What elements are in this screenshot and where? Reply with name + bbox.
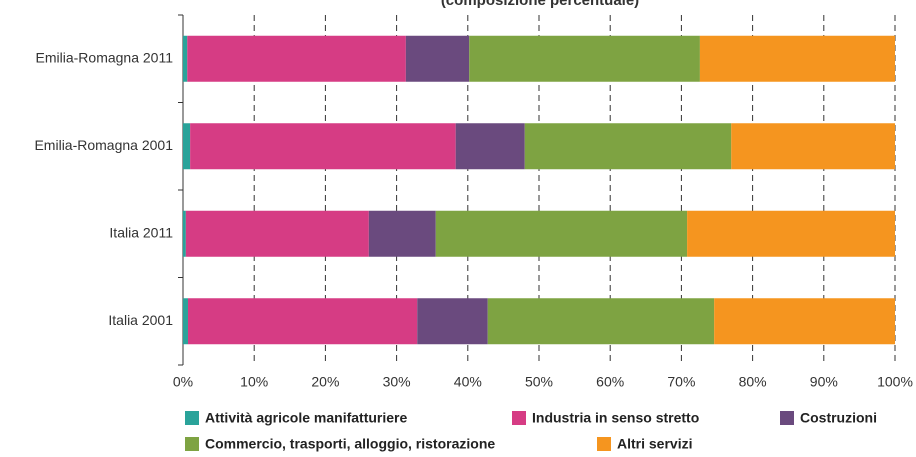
y-tick-label: Italia 2001 [108,312,173,328]
legend-swatch [597,437,611,451]
bar-segment [183,298,188,345]
x-tick-label: 0% [173,374,193,390]
bar-segment [469,35,700,82]
x-tick-label: 80% [739,374,767,390]
legend-swatch [780,411,794,425]
y-tick-label: Italia 2011 [109,224,173,240]
bar-segment [368,210,436,257]
x-tick-label: 90% [810,374,838,390]
bar-segment [183,123,191,170]
x-tick-label: 20% [311,374,339,390]
legend-swatch [185,411,199,425]
bar-segment [524,123,732,170]
x-tick-label: 40% [454,374,482,390]
legend-label: Industria in senso stretto [532,410,699,426]
bar-segment [183,210,186,257]
x-tick-label: 50% [525,374,553,390]
bar-segment [487,298,715,345]
bar-segment [731,123,895,170]
legend-swatch [185,437,199,451]
bar-segment [190,123,456,170]
legend-label: Commercio, trasporti, alloggio, ristoraz… [205,436,495,452]
bar-segment [699,35,895,82]
bar-segment [183,35,188,82]
y-tick-label: Emilia-Romagna 2001 [34,137,173,153]
legend-label: Costruzioni [800,410,877,426]
y-tick-label: Emilia-Romagna 2011 [36,49,174,65]
bar-segment [185,210,369,257]
x-tick-label: 10% [240,374,268,390]
chart-title: (composizione percentuale) [441,0,639,9]
x-tick-label: 70% [667,374,695,390]
bar-segment [435,210,688,257]
bar-segment [714,298,895,345]
x-tick-label: 60% [596,374,624,390]
bar-segment [405,35,470,82]
x-tick-label: 100% [877,374,913,390]
legend-swatch [512,411,526,425]
bar-segment [187,35,406,82]
legend-label: Attività agricole manifatturiere [205,410,407,426]
x-tick-label: 30% [383,374,411,390]
legend-label: Altri servizi [617,436,692,452]
bar-segment [417,298,488,345]
bar-segment [455,123,525,170]
bar-segment [687,210,895,257]
bar-segment [187,298,418,345]
